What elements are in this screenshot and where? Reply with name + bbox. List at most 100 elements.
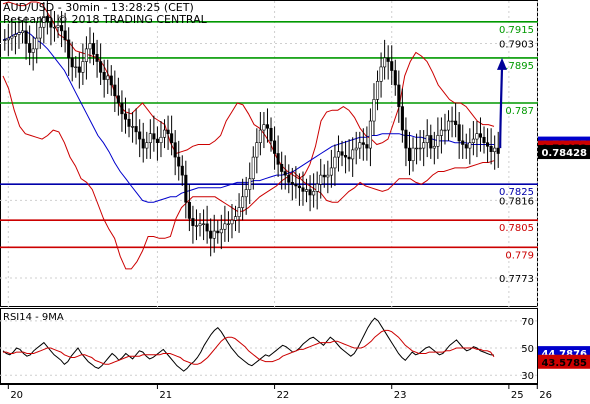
candle-body (226, 223, 230, 225)
candle-body (322, 174, 326, 178)
candle-body (67, 39, 71, 59)
chart-subtitle: Research © 2018 TRADING CENTRAL (3, 13, 208, 26)
rsi-value-tag-text: 44.7876 (541, 349, 587, 360)
candle-body (273, 140, 277, 154)
rsi-title: RSI14 - 9MA (3, 312, 64, 323)
candle-body (60, 25, 64, 32)
candle-body (415, 147, 419, 150)
level-label: 0.7895 (499, 61, 534, 72)
main-candles (3, 0, 500, 257)
candle-body (70, 57, 74, 68)
level-label: 0.787 (505, 106, 534, 117)
candle-body (152, 133, 156, 140)
level-label: 0.7805 (499, 223, 534, 234)
candle-body (265, 124, 270, 129)
candle-body (354, 147, 358, 151)
rsi-plot-frame (0, 308, 538, 384)
y-tick-label: 0.7773 (499, 274, 534, 285)
candle-body (223, 223, 227, 230)
candle-body (397, 84, 401, 107)
candle-body (102, 72, 106, 80)
candle-body (454, 120, 458, 125)
candle-body (202, 223, 206, 225)
candle-body (379, 66, 383, 82)
candle-body (368, 120, 372, 149)
candle-body (326, 174, 330, 178)
candle-body (262, 124, 266, 131)
candle-body (81, 61, 85, 73)
candle-body (138, 131, 142, 140)
bollinger-upper-line (2, 1, 495, 180)
candle-body (312, 191, 316, 196)
candle-body (478, 133, 483, 138)
candle-body (471, 138, 475, 143)
candle-body (457, 124, 461, 142)
candle-body (230, 219, 234, 225)
candle-body (219, 228, 223, 234)
candle-body (482, 136, 486, 143)
candle-body (24, 30, 28, 44)
candle-body (42, 16, 46, 28)
main-price-tags: 0.784750.784530.78428 (538, 136, 590, 160)
rsi-tick-label: 30 (521, 371, 534, 382)
candle-body (13, 34, 17, 37)
candle-body (493, 147, 497, 152)
candle-body (290, 182, 294, 185)
candle-body (20, 30, 25, 33)
candle-body (212, 230, 216, 239)
candle-body (209, 230, 213, 239)
candle-body (344, 155, 348, 158)
rsi-ma-line (3, 329, 495, 365)
candle-body (74, 66, 78, 69)
candle-body (106, 75, 110, 80)
candle-body (340, 151, 344, 156)
candle-body (429, 135, 433, 149)
rsi-y-axis: 70 50 30 (521, 317, 534, 382)
candle-body (411, 147, 415, 162)
candle-body (400, 106, 404, 131)
rsi-value-tag-text: 43.5785 (541, 358, 587, 369)
candle-body (244, 189, 248, 198)
candle-body (287, 174, 291, 183)
candle-body (248, 178, 252, 190)
x-tick-label: 22 (277, 390, 290, 400)
candle-body (194, 225, 199, 227)
candle-body (404, 129, 408, 149)
candle-body (3, 39, 7, 41)
candle-body (145, 142, 149, 149)
candle-body (255, 142, 259, 158)
candle-body (450, 120, 454, 123)
candle-body (418, 147, 422, 150)
y-tick-label: 0.7816 (499, 196, 534, 207)
candle-body (38, 26, 42, 39)
candle-body (464, 144, 468, 149)
candle-body (301, 187, 305, 192)
candle-body (180, 165, 184, 176)
candle-body (159, 136, 163, 143)
main-plot-frame (0, 0, 538, 307)
x-tick-label: 20 (10, 390, 23, 400)
chart-title: AUD/USD - 30min - 13:28:25 (CET) (3, 1, 194, 14)
x-tick-label: 23 (394, 390, 407, 400)
candle-body (31, 48, 35, 53)
candle-body (375, 81, 380, 100)
candle-body (131, 126, 135, 128)
candle-body (233, 216, 238, 221)
candle-body (308, 189, 312, 196)
candle-body (361, 142, 365, 145)
candle-body (17, 32, 21, 35)
candle-body (383, 57, 387, 68)
candle-body (84, 48, 88, 62)
candle-body (191, 218, 195, 226)
candle-body (489, 145, 493, 152)
forecast-arrow-shaft (499, 67, 504, 149)
candle-body (166, 129, 170, 134)
candle-body (28, 43, 32, 53)
candle-body (386, 57, 390, 62)
main-panel: 0.7915 0.7895 0.787 0.7825 0.7805 0.779 0.790… (0, 0, 590, 383)
candle-body (251, 156, 255, 180)
candle-body (49, 21, 53, 28)
